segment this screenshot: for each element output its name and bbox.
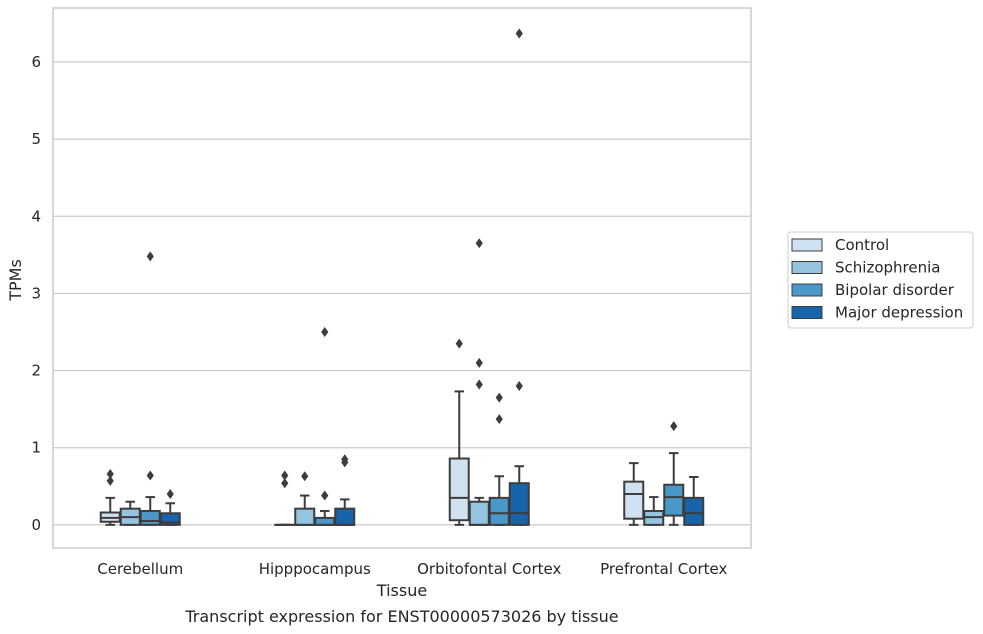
outlier-point xyxy=(475,357,483,368)
box-layer xyxy=(99,28,705,526)
box xyxy=(159,512,181,526)
outlier-point xyxy=(106,468,114,479)
outlier-point xyxy=(515,381,523,391)
y-tick-labels: 0 1 2 3 4 5 6 xyxy=(31,53,41,534)
legend-label: Control xyxy=(835,236,889,254)
outlier-point xyxy=(321,490,329,501)
box-group xyxy=(139,251,161,526)
outlier-point xyxy=(281,470,289,481)
outlier-point xyxy=(455,338,463,349)
box-group xyxy=(159,489,181,526)
y-axis-title: TPMs xyxy=(6,259,25,302)
box-group xyxy=(488,392,510,526)
outlier-point xyxy=(146,251,154,262)
box-group xyxy=(448,338,470,526)
y-tick-label: 4 xyxy=(31,207,41,225)
legend-frame xyxy=(787,231,974,329)
y-tick-label: 5 xyxy=(31,130,41,148)
box xyxy=(468,500,490,526)
box-group xyxy=(623,462,645,526)
legend-label: Bipolar disorder xyxy=(835,281,955,299)
box xyxy=(663,483,685,517)
outlier-point xyxy=(475,379,483,390)
box xyxy=(314,516,336,526)
legend-swatch xyxy=(791,283,823,297)
box-group xyxy=(294,471,316,526)
box xyxy=(683,496,705,526)
plot-frame xyxy=(52,7,752,549)
legend: Control Schizophrenia Bipolar disorder Majo… xyxy=(787,231,974,329)
box-group xyxy=(274,470,296,526)
outlier-point xyxy=(515,28,523,39)
outlier-point xyxy=(495,392,503,403)
outlier-point xyxy=(146,470,154,481)
box-group xyxy=(334,454,356,526)
x-tick-label: Orbitofontal Cortex xyxy=(417,560,561,578)
box xyxy=(294,507,316,526)
box-group xyxy=(99,468,121,526)
box xyxy=(508,482,530,526)
box xyxy=(448,457,470,522)
box xyxy=(488,496,510,526)
grid-layer xyxy=(53,61,751,526)
legend-label: Schizophrenia xyxy=(835,259,940,277)
box-group xyxy=(508,28,530,526)
box xyxy=(139,509,161,526)
legend-swatch xyxy=(791,261,823,274)
outlier-point xyxy=(321,327,329,337)
y-tick-label: 0 xyxy=(31,516,41,534)
legend-swatch xyxy=(791,238,823,252)
outlier-point xyxy=(475,238,483,249)
y-tick-label: 6 xyxy=(31,53,41,71)
y-tick-label: 3 xyxy=(31,284,41,302)
box xyxy=(623,480,645,520)
outlier-point xyxy=(495,414,503,425)
x-axis-title: Tissue xyxy=(376,581,427,600)
outlier-point xyxy=(281,478,289,489)
box-group xyxy=(683,476,705,526)
box xyxy=(334,507,356,526)
box-group xyxy=(119,500,141,526)
y-tick-label: 2 xyxy=(31,362,41,380)
box-group xyxy=(468,238,490,526)
y-tick-label: 1 xyxy=(31,439,41,457)
outlier-point xyxy=(106,475,114,486)
chart-caption: Transcript expression for ENST0000057302… xyxy=(184,607,618,626)
x-tick-label: Cerebellum xyxy=(97,560,183,578)
legend-label: Major depression xyxy=(835,304,963,322)
x-tick-label: Prefrontal Cortex xyxy=(600,560,727,578)
outlier-point xyxy=(341,454,349,465)
outlier-point xyxy=(670,421,678,432)
box-group xyxy=(643,496,665,526)
x-tick-label: Hipppocampus xyxy=(259,560,371,578)
x-tick-labels: Cerebellum Hipppocampus Orbitofontal Corte… xyxy=(97,560,727,578)
legend-swatch xyxy=(791,306,823,319)
box-group xyxy=(663,421,685,526)
outlier-point xyxy=(301,471,309,482)
box-group xyxy=(314,327,336,526)
outlier-point xyxy=(166,489,174,499)
